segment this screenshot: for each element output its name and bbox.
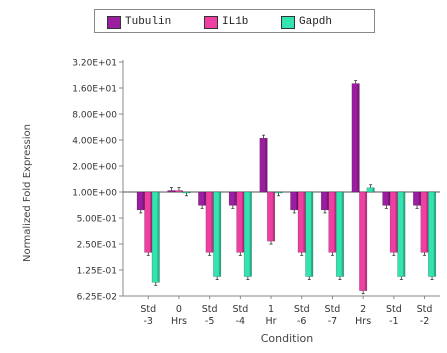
bar-shade-il1b xyxy=(242,192,245,253)
bar-shade-tubulin xyxy=(388,192,391,206)
legend-item-tubulin: Tubulin xyxy=(107,14,171,30)
bar-shade-gapdh xyxy=(157,192,160,283)
legend-label-gapdh: Gapdh xyxy=(299,16,333,28)
x-tick-label: Std xyxy=(140,304,156,315)
x-tick-label: -4 xyxy=(236,316,245,327)
x-tick-label: -5 xyxy=(205,316,214,327)
x-tick-label: Std xyxy=(202,304,218,315)
bar-shade-il1b xyxy=(272,192,275,242)
y-tick-label: 8.00E+00 xyxy=(72,111,117,121)
y-axis-label: Normalized Fold Expression xyxy=(22,124,33,262)
legend-label-il1b: IL1b xyxy=(222,16,249,28)
x-tick-label: -3 xyxy=(144,316,153,327)
x-tick-label: -7 xyxy=(328,316,337,327)
x-tick-label: -6 xyxy=(297,316,306,327)
x-tick-label: -1 xyxy=(389,316,398,327)
bar-shade-il1b xyxy=(150,192,152,253)
bar-shade-gapdh xyxy=(433,192,436,277)
chart-legend: Tubulin IL1b Gapdh xyxy=(94,9,375,33)
x-tick-label: 0 xyxy=(176,304,182,315)
x-tick-label: Hrs xyxy=(171,316,187,327)
x-tick-label: 2 xyxy=(360,304,366,315)
y-tick-label: 6.25E-02 xyxy=(77,293,117,303)
legend-item-gapdh: Gapdh xyxy=(281,14,332,30)
bar-shade-gapdh xyxy=(341,192,344,277)
legend-swatch-tubulin xyxy=(107,15,121,29)
bar-shade-gapdh xyxy=(372,187,375,192)
bar-shade-gapdh xyxy=(249,192,252,277)
y-tick-label: 2.50E-01 xyxy=(77,241,117,251)
y-axis-ticks: 3.20E+01 1.60E+01 8.00E+00 4.00E+00 2.00E+00… xyxy=(72,59,123,303)
x-axis-ticks: Std-30HrsStd-5Std-41HrStd-6Std-72HrsStd-… xyxy=(140,296,432,327)
x-tick-label: Std xyxy=(386,304,402,315)
y-tick-label: 4.00E+00 xyxy=(72,137,117,147)
bar-shade-gapdh xyxy=(218,192,221,277)
legend-swatch-gapdh xyxy=(281,15,295,29)
legend-label-tubulin: Tubulin xyxy=(125,16,172,28)
bar-shade-gapdh xyxy=(311,192,313,277)
x-tick-label: Hrs xyxy=(355,316,371,327)
bar-shade-tubulin xyxy=(173,190,176,192)
bar-shade-gapdh xyxy=(403,192,406,277)
bar-shade-il1b xyxy=(334,192,337,253)
chart-bars xyxy=(136,80,437,295)
y-tick-label: 3.20E+01 xyxy=(72,59,117,69)
bar-shade-il1b xyxy=(303,192,306,253)
x-tick-label: Std xyxy=(325,304,341,315)
x-tick-label: -2 xyxy=(420,316,429,327)
legend-swatch-il1b xyxy=(204,15,218,29)
y-tick-label: 1.60E+01 xyxy=(72,85,117,95)
bar-shade-il1b xyxy=(395,192,398,253)
y-tick-label: 2.00E+00 xyxy=(72,163,117,173)
bar-shade-tubulin xyxy=(203,192,206,206)
bar-shade-il1b xyxy=(364,192,367,291)
chart-axes xyxy=(122,60,440,297)
bar-shade-tubulin xyxy=(234,192,237,206)
bar-shade-tubulin xyxy=(418,192,421,206)
bar-shade-il1b xyxy=(180,190,183,192)
x-tick-label: Hr xyxy=(266,316,277,327)
x-tick-label: Std xyxy=(417,304,433,315)
bar-shade-gapdh xyxy=(188,192,191,193)
y-tick-label: 5.00E-01 xyxy=(77,215,117,225)
legend-item-il1b: IL1b xyxy=(204,14,248,30)
x-tick-label: Std xyxy=(232,304,248,315)
bar-shade-tubulin xyxy=(142,192,145,210)
bar-shade-il1b xyxy=(426,192,429,253)
bar-shade-il1b xyxy=(211,192,214,253)
y-tick-label: 1.25E-01 xyxy=(77,267,117,277)
bar-shade-tubulin xyxy=(326,192,329,210)
x-axis-label: Condition xyxy=(261,332,314,345)
bar-shade-gapdh xyxy=(280,192,283,193)
x-tick-label: Std xyxy=(294,304,310,315)
bar-shade-tubulin xyxy=(296,192,298,210)
bar-shade-tubulin xyxy=(357,83,360,192)
y-tick-label: 1.00E+00 xyxy=(72,189,117,199)
bar-shade-tubulin xyxy=(265,138,268,192)
x-tick-label: 1 xyxy=(268,304,274,315)
